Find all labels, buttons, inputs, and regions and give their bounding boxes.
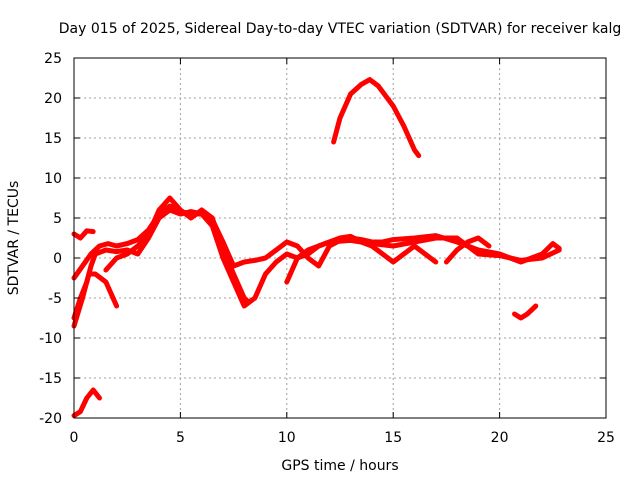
series-line-s4 [71, 271, 120, 329]
y-tick-label: 0 [53, 251, 62, 267]
x-axis-label: GPS time / hours [281, 458, 398, 474]
series-line-s8 [331, 77, 422, 159]
x-tick-label: 0 [70, 430, 79, 446]
data-series [71, 77, 562, 419]
axis-ticks: 0 5 10 15 20 25 -20 -15 -10 -5 0 5 10 15 20 25 [39, 51, 615, 446]
x-tick-label: 5 [176, 430, 185, 446]
y-tick-label: 25 [44, 51, 62, 67]
series-line-s6 [284, 233, 439, 285]
x-tick-label: 20 [491, 430, 509, 446]
y-tick-label: 5 [53, 211, 62, 227]
series-line-s3 [71, 207, 562, 321]
y-tick-label: -10 [39, 331, 62, 347]
grid-lines [74, 58, 606, 418]
y-tick-label: -20 [39, 411, 62, 427]
series-line-s1 [71, 228, 96, 241]
y-tick-label: 10 [44, 171, 62, 187]
series-line-s7 [443, 235, 492, 265]
plot-frame [73, 57, 607, 419]
chart-title: Day 015 of 2025, Sidereal Day-to-day VTE… [59, 21, 621, 37]
series-line-s5 [103, 195, 251, 305]
x-tick-label: 10 [278, 430, 296, 446]
y-tick-label: 15 [44, 131, 62, 147]
series-line-s9 [71, 387, 102, 419]
y-tick-label: -15 [39, 371, 62, 387]
x-tick-label: 25 [597, 430, 615, 446]
y-axis-label: SDTVAR / TECUs [6, 181, 22, 296]
series-line-s10 [512, 303, 539, 321]
x-tick-label: 15 [384, 430, 402, 446]
y-tick-label: -5 [48, 291, 62, 307]
y-tick-label: 20 [44, 91, 62, 107]
